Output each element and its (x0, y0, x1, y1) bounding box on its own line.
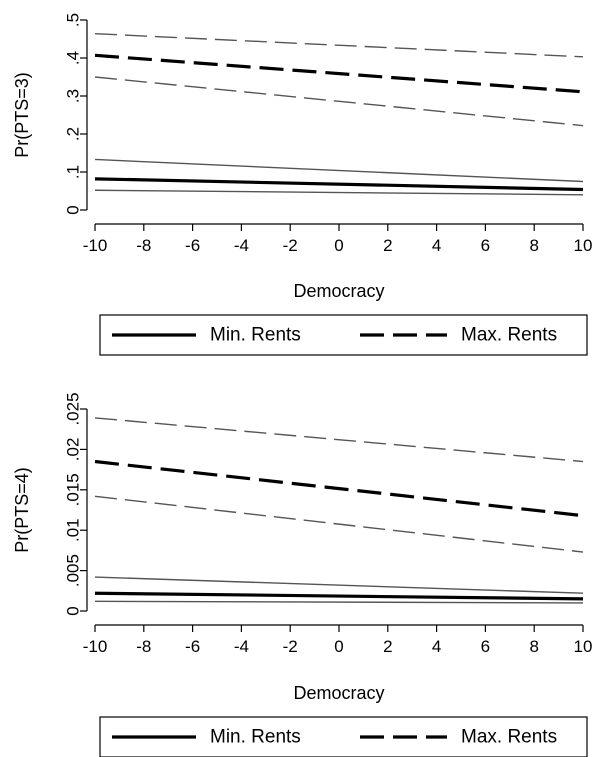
x-tick-label: -4 (234, 637, 249, 656)
x-tick-label: 0 (334, 637, 343, 656)
max-rents-lower-ci-line (94, 76, 584, 127)
min-rents-upper-ci-line (94, 158, 584, 183)
min-rents-lower-ci-line (94, 189, 584, 196)
max-rents-upper-ci-line (94, 417, 584, 463)
x-tick-label: -10 (83, 637, 108, 656)
x-tick-label: -2 (283, 236, 298, 255)
y-tick-label: .2 (64, 127, 83, 141)
chart-panel-2: 0 .005 .01 .015 .02 .025 Pr(PTS=4) -10 -8 -6 -4 -2 0… (12, 392, 592, 757)
y-tick-label: .025 (64, 392, 83, 425)
y-axis-title: Pr(PTS=3) (12, 72, 32, 158)
legend: Min. Rents Max. Rents (99, 314, 588, 356)
y-axis-title: Pr(PTS=4) (12, 467, 32, 553)
y-tick-label: .1 (64, 165, 83, 179)
y-tick-label: .3 (64, 89, 83, 103)
y-tick-label: .005 (64, 554, 83, 587)
x-tick-label: 2 (383, 637, 392, 656)
x-tick-label: -6 (185, 236, 200, 255)
legend-label-min-rents: Min. Rents (210, 727, 301, 748)
chart-panels: 0 .1 .2 .3 .4 .5 Pr(PTS=3) -10 -8 -6 -4 -2 0 2 4 6 8 10 De… (12, 13, 592, 757)
min-rents-estimate-line (94, 591, 584, 601)
x-tick-label: 6 (481, 637, 490, 656)
y-tick-label: .4 (64, 51, 83, 65)
x-tick-label: -2 (283, 637, 298, 656)
x-axis-title: Democracy (293, 683, 384, 703)
x-tick-label: -10 (83, 236, 108, 255)
x-tick-label: -8 (136, 236, 151, 255)
x-tick-label: -6 (185, 637, 200, 656)
max-rents-estimate-line (94, 459, 584, 518)
max-rents-lower-ci-line (94, 495, 584, 553)
legend-box (99, 716, 588, 757)
x-tick-label: 10 (574, 236, 593, 255)
x-tick-label: -8 (136, 637, 151, 656)
x-tick-label: -4 (234, 236, 249, 255)
y-tick-label: 0 (64, 606, 83, 615)
legend-box (99, 314, 588, 356)
x-axis-title: Democracy (293, 281, 384, 301)
min-rents-estimate-line (94, 177, 584, 192)
x-tick-label: 8 (529, 236, 538, 255)
y-tick-label: .015 (64, 473, 83, 506)
x-tick-label: 8 (529, 637, 538, 656)
x-tick-label: 2 (383, 236, 392, 255)
max-rents-estimate-line (94, 53, 584, 94)
chart-panel-1: 0 .1 .2 .3 .4 .5 Pr(PTS=3) -10 -8 -6 -4 -2 0 2 4 6 8 10 De… (12, 13, 593, 356)
x-tick-label: 4 (432, 236, 441, 255)
legend: Min. Rents Max. Rents (99, 716, 588, 757)
legend-label-max-rents: Max. Rents (461, 727, 557, 748)
max-rents-upper-ci-line (94, 32, 584, 58)
legend-label-max-rents: Max. Rents (461, 325, 557, 346)
x-tick-label: 0 (334, 236, 343, 255)
x-tick-label: 10 (574, 637, 593, 656)
x-tick-label: 6 (481, 236, 490, 255)
min-rents-upper-ci-line (94, 576, 584, 594)
y-tick-label: .01 (64, 518, 83, 542)
y-tick-label: .5 (64, 13, 83, 27)
min-rents-lower-ci-line (94, 600, 584, 604)
y-tick-label: .02 (64, 438, 83, 462)
y-tick-label: 0 (64, 205, 83, 214)
legend-label-min-rents: Min. Rents (210, 325, 301, 346)
x-tick-label: 4 (432, 637, 441, 656)
